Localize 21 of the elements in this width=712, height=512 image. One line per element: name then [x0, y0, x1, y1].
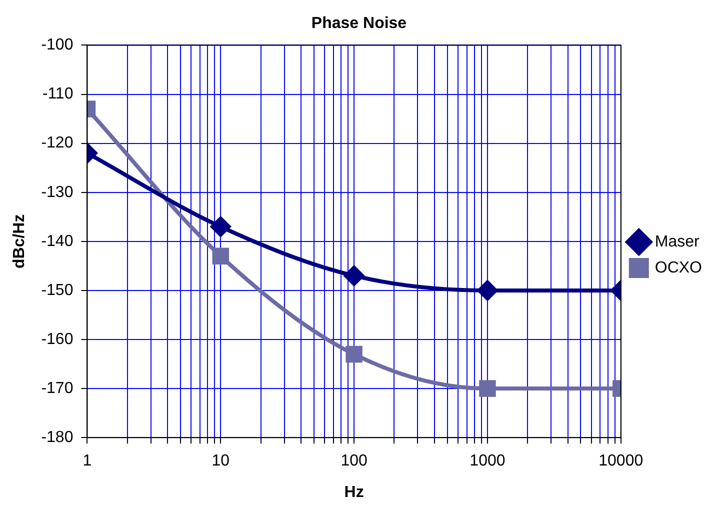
x-tick-label: 1 [82, 452, 92, 470]
x-tick-label: 10000 [598, 452, 644, 470]
y-tick-label: -170 [41, 380, 74, 397]
y-tick-label: -110 [42, 86, 74, 103]
y-tick-label: -150 [41, 282, 74, 299]
x-axis-title: Hz [344, 484, 364, 501]
x-tick-label: 10 [212, 452, 230, 470]
y-tick-label: -140 [41, 232, 74, 250]
chart-title: Phase Noise [311, 15, 407, 32]
x-tick-label: 100 [340, 452, 368, 470]
y-tick-label: -120 [41, 134, 74, 152]
y-tick-label: -180 [41, 429, 74, 446]
y-tick-label: -100 [41, 36, 74, 54]
y-axis-title: dBc/Hz [11, 214, 28, 269]
y-tick-label: -130 [41, 184, 74, 201]
legend-label: Maser [654, 233, 700, 250]
point [344, 266, 364, 286]
x-tick-label: 1000 [470, 452, 506, 470]
point [346, 346, 362, 363]
legend-label: OCXO [654, 259, 702, 276]
y-tick-label: -160 [41, 330, 74, 348]
